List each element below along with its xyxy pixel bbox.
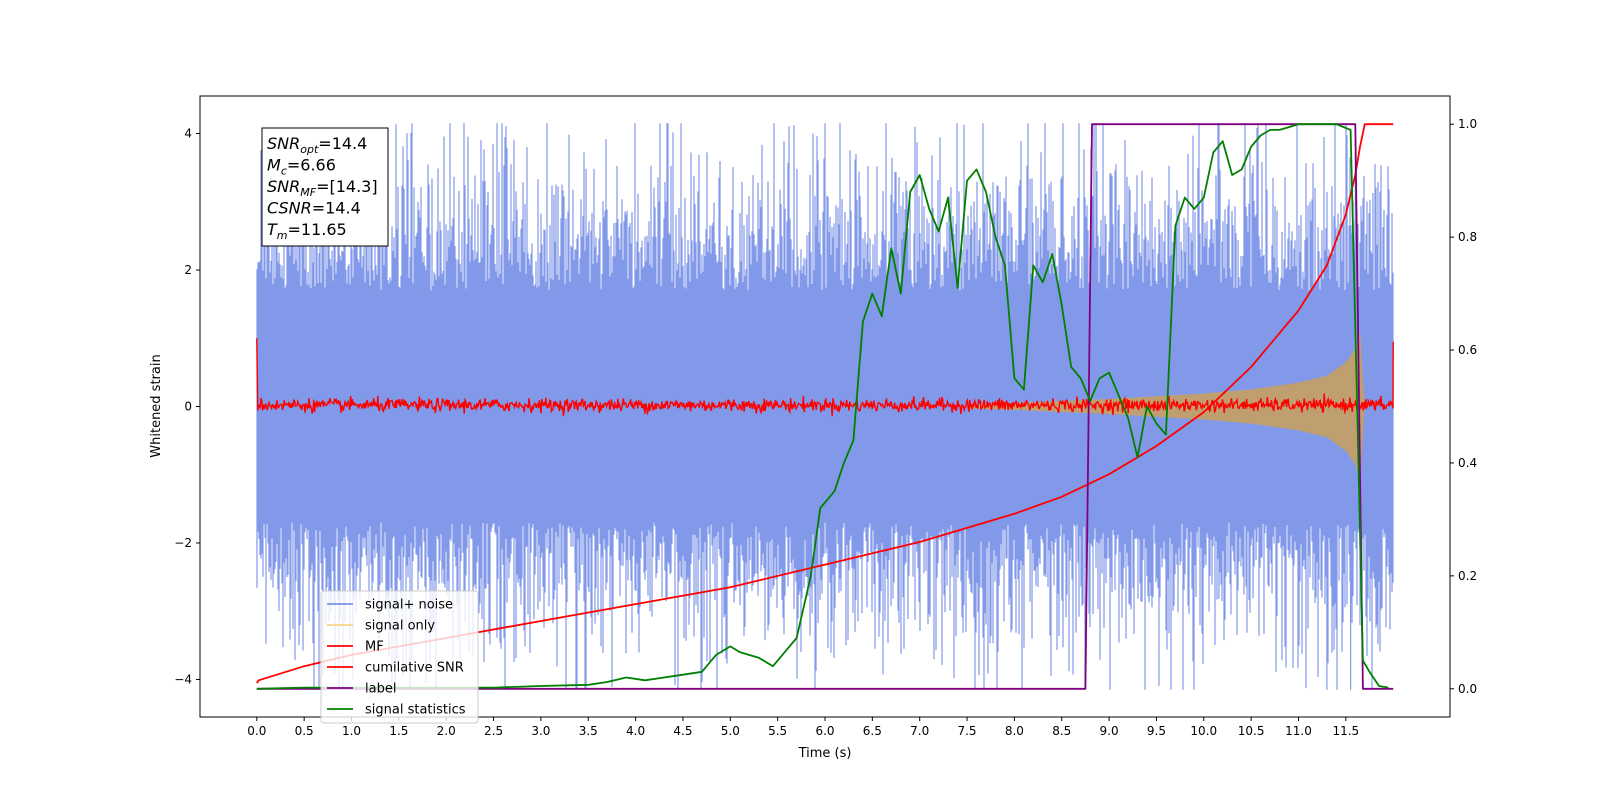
x-tick-label: 9.5 — [1147, 724, 1166, 738]
y-tick-label: 2 — [184, 263, 192, 277]
x-tick-label: 2.5 — [484, 724, 503, 738]
x-tick-label: 11.0 — [1285, 724, 1312, 738]
x-tick-label: 11.5 — [1332, 724, 1359, 738]
y-tick-label: 0 — [184, 400, 192, 414]
legend-label: label — [365, 682, 396, 697]
y-axis-right: 1.0 0.8 0.6 0.4 0.2 0.0 — [1450, 117, 1477, 696]
y-tick-label: 4 — [184, 127, 192, 141]
info-symbol: M — [267, 156, 281, 175]
legend-label: signal only — [365, 619, 435, 634]
legend-item: label — [327, 682, 396, 697]
y-tick-label: −4 — [174, 672, 192, 686]
info-value: =[14.3] — [316, 177, 378, 196]
x-tick-label: 0.0 — [247, 724, 266, 738]
legend: signal+ noise signal only MF cumilative SNR… — [320, 590, 479, 724]
y2-tick-label: 0.8 — [1458, 230, 1477, 244]
x-tick-label: 3.5 — [579, 724, 598, 738]
info-line: SNRopt=14.4 — [267, 134, 367, 156]
x-tick-label: 4.0 — [626, 724, 645, 738]
series-mf — [256, 338, 1394, 417]
y2-tick-label: 0.0 — [1458, 682, 1477, 696]
info-subscript: opt — [300, 143, 319, 156]
x-tick-label: 8.0 — [1005, 724, 1024, 738]
x-tick-label: 3.0 — [531, 724, 550, 738]
x-tick-label: 6.5 — [863, 724, 882, 738]
info-value: =14.4 — [318, 134, 367, 153]
legend-item: signal+ noise — [327, 598, 453, 613]
info-value: =14.4 — [312, 199, 361, 218]
x-tick-label: 10.0 — [1190, 724, 1217, 738]
x-tick-label: 5.5 — [768, 724, 787, 738]
info-symbol: CSNR — [267, 199, 312, 218]
series-signal-statistics-line — [256, 123, 1389, 690]
x-tick-label: 7.5 — [957, 724, 976, 738]
x-tick-label: 9.0 — [1100, 724, 1119, 738]
info-line: Mc=6.66 — [267, 156, 336, 178]
legend-item: MF — [327, 640, 384, 655]
legend-label: MF — [365, 640, 384, 655]
x-tick-label: 0.5 — [295, 724, 314, 738]
info-symbol: SNR — [267, 134, 300, 153]
info-line: CSNR=14.4 — [267, 199, 361, 218]
info-subscript: m — [277, 229, 288, 242]
info-value: =6.66 — [287, 156, 336, 175]
x-tick-label: 5.0 — [721, 724, 740, 738]
series-label — [256, 123, 1394, 690]
x-axis: 0.0 0.5 1.0 1.5 2.0 2.5 3.0 3.5 4.0 4.5 5.0 5.5 6.0 6… — [247, 717, 1359, 738]
y2-tick-label: 1.0 — [1458, 117, 1477, 131]
y2-tick-label: 0.2 — [1458, 569, 1477, 583]
legend-item: signal only — [327, 619, 435, 634]
x-tick-label: 1.0 — [342, 724, 361, 738]
series-signal-statistics — [256, 123, 1389, 690]
info-box-frame — [261, 127, 389, 247]
info-symbol: T — [267, 220, 278, 239]
x-tick-label: 1.5 — [389, 724, 408, 738]
x-tick-label: 4.5 — [673, 724, 692, 738]
info-subscript: c — [281, 165, 287, 178]
y2-tick-label: 0.4 — [1458, 456, 1477, 470]
legend-frame — [320, 590, 479, 724]
info-value: =11.65 — [288, 220, 347, 239]
info-line: SNRMF=[14.3] — [267, 177, 378, 199]
y-tick-label: −2 — [174, 536, 192, 550]
y-axis-label: Whitened strain — [149, 354, 164, 457]
info-line: Tm=11.65 — [267, 220, 347, 242]
y2-tick-label: 0.6 — [1458, 343, 1477, 357]
info-symbol: SNR — [267, 177, 300, 196]
legend-item: cumilative SNR — [327, 661, 464, 676]
series-mf-line — [256, 338, 1394, 417]
legend-item: signal statistics — [327, 703, 466, 718]
info-subscript: MF — [300, 186, 316, 199]
x-tick-label: 2.0 — [437, 724, 456, 738]
legend-label: signal+ noise — [365, 598, 453, 613]
x-tick-label: 8.5 — [1052, 724, 1071, 738]
legend-label: cumilative SNR — [365, 661, 464, 676]
legend-label: signal statistics — [365, 703, 466, 718]
series-label-line — [256, 123, 1394, 690]
x-axis-label: Time (s) — [798, 746, 852, 761]
x-tick-label: 7.0 — [910, 724, 929, 738]
info-box: SNRopt=14.4Mc=6.66SNRMF=[14.3]CSNR=14.4T… — [261, 127, 389, 247]
x-tick-label: 10.5 — [1238, 724, 1265, 738]
x-tick-label: 6.0 — [815, 724, 834, 738]
y-axis-left: 4 2 0 −2 −4 — [174, 127, 200, 686]
